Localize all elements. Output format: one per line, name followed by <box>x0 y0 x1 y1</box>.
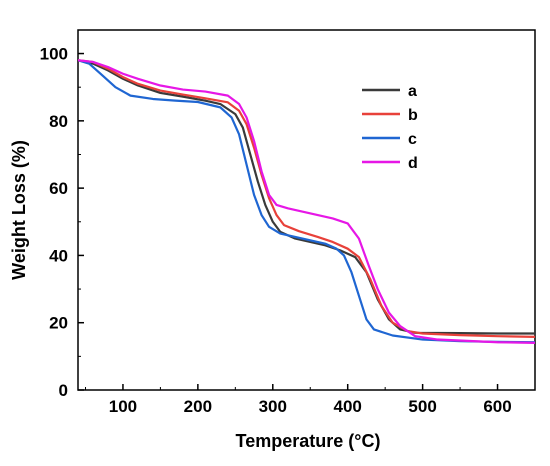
x-tick-label-300: 300 <box>259 397 287 416</box>
x-axis: 100 200 300 400 500 600 <box>84 384 536 416</box>
y-tick-label-80: 80 <box>49 112 68 131</box>
y-tick-label-40: 40 <box>49 246 68 265</box>
legend-label-d: d <box>408 155 418 172</box>
legend-label-b: b <box>408 107 418 124</box>
legend-label-c: c <box>408 131 417 148</box>
y-tick-label-100: 100 <box>40 45 68 64</box>
y-tick-label-20: 20 <box>49 314 68 333</box>
plot-frame <box>77 29 536 391</box>
y-tick-label-60: 60 <box>49 179 68 198</box>
x-tick-label-600: 600 <box>483 397 511 416</box>
x-tick-label-400: 400 <box>334 397 362 416</box>
legend-label-a: a <box>408 83 417 100</box>
x-axis-title: Temperature (°C) <box>236 431 381 451</box>
y-tick-label-0: 0 <box>59 381 68 400</box>
plot-border <box>77 29 536 391</box>
x-tick-label-200: 200 <box>184 397 212 416</box>
x-tick-label-500: 500 <box>408 397 436 416</box>
y-axis-title: Weight Loss (%) <box>9 140 29 280</box>
series-line-d <box>78 59 535 344</box>
x-tick-label-100: 100 <box>109 397 137 416</box>
series-lines <box>78 59 535 344</box>
series-line-a <box>78 59 535 335</box>
series-line-b <box>78 59 535 338</box>
y-axis: 0 20 40 60 80 100 <box>40 45 84 400</box>
series-line-c <box>78 59 535 344</box>
